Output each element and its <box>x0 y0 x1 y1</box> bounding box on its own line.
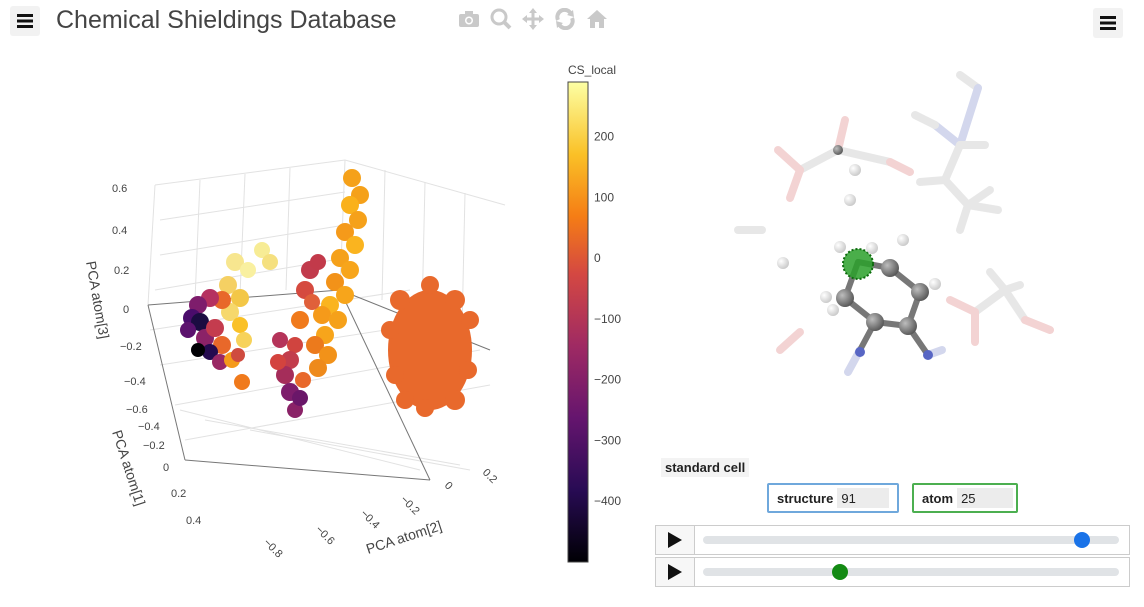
svg-text:−0.6: −0.6 <box>313 524 337 548</box>
svg-text:−0.4: −0.4 <box>124 376 146 388</box>
pan-icon[interactable] <box>520 6 546 32</box>
structure-field: structure <box>767 483 899 513</box>
z-axis-ticks: 0.6 0.4 0.2 0 −0.2 −0.4 −0.6 <box>112 183 148 416</box>
molecule-viewer[interactable] <box>734 71 1054 376</box>
cluster-orange-large <box>381 276 479 417</box>
cluster-left-purple <box>180 242 278 390</box>
structure-player <box>655 525 1130 555</box>
play-button[interactable] <box>656 558 695 586</box>
atom-field: atom <box>912 483 1018 513</box>
svg-text:−0.8: −0.8 <box>261 537 285 561</box>
orbit-rotation-icon[interactable] <box>552 6 578 32</box>
play-icon <box>668 532 682 548</box>
structure-slider-track[interactable] <box>703 532 1119 548</box>
left-menu-button[interactable] <box>10 6 40 36</box>
scene-gridlines <box>147 159 506 471</box>
svg-text:−0.2: −0.2 <box>143 440 165 452</box>
camera-icon[interactable] <box>456 6 482 32</box>
colorbar-tick-label: 100 <box>594 190 614 204</box>
standard-cell-label[interactable]: standard cell <box>661 458 750 477</box>
svg-text:−0.4: −0.4 <box>358 508 382 532</box>
zoom-icon[interactable] <box>488 6 514 32</box>
colorbar-title: CS_local <box>568 63 616 77</box>
svg-text:0: 0 <box>163 462 169 474</box>
colorbar-tick-label: 0 <box>594 251 601 265</box>
colorbar: CS_local 200 100 0 −100 −200 −300 −400 <box>567 63 621 563</box>
svg-text:−0.2: −0.2 <box>398 494 422 518</box>
atom-input[interactable] <box>957 488 1014 508</box>
atom-player <box>655 557 1130 587</box>
atom-slider-thumb[interactable] <box>832 564 849 580</box>
svg-text:−0.2: −0.2 <box>120 341 142 353</box>
colorbar-tick-label: 200 <box>594 130 614 144</box>
svg-text:0: 0 <box>442 480 455 493</box>
svg-text:0.6: 0.6 <box>112 183 127 195</box>
colorbar-tick-label: −200 <box>594 373 621 387</box>
svg-text:0.2: 0.2 <box>114 265 129 277</box>
atom-slider-track[interactable] <box>703 564 1119 580</box>
atom-label: atom <box>922 490 954 506</box>
structure-input[interactable] <box>837 488 890 508</box>
page-title: Chemical Shieldings Database <box>56 6 397 34</box>
svg-text:0.2: 0.2 <box>480 467 499 486</box>
structure-label: structure <box>777 490 834 506</box>
cluster-vertical-orange <box>270 169 369 418</box>
colorbar-tick-label: −400 <box>594 494 621 508</box>
z-axis-title: PCA atom[3] <box>83 260 112 340</box>
scatter-points[interactable] <box>180 169 479 418</box>
home-icon[interactable] <box>584 6 610 32</box>
colorbar-ticks: 200 100 0 −100 −200 −300 −400 <box>594 130 621 509</box>
y-axis-ticks: −0.4 −0.2 0 0.2 0.4 <box>138 421 201 527</box>
svg-text:−0.6: −0.6 <box>126 404 148 416</box>
right-menu-button[interactable] <box>1093 8 1123 38</box>
hamburger-menu-icon <box>1100 16 1116 30</box>
play-button[interactable] <box>656 526 695 554</box>
plot-modebar <box>456 6 610 32</box>
structure-slider-thumb[interactable] <box>1073 532 1090 548</box>
svg-text:0.2: 0.2 <box>171 488 186 500</box>
svg-text:0: 0 <box>123 304 129 316</box>
colorbar-tick-label: −100 <box>594 312 621 326</box>
hamburger-menu-icon <box>17 14 33 28</box>
svg-text:0.4: 0.4 <box>186 515 201 527</box>
svg-text:−0.4: −0.4 <box>138 421 160 433</box>
svg-text:0.4: 0.4 <box>112 225 127 237</box>
play-icon <box>668 564 682 580</box>
colorbar-tick-label: −300 <box>594 433 621 447</box>
